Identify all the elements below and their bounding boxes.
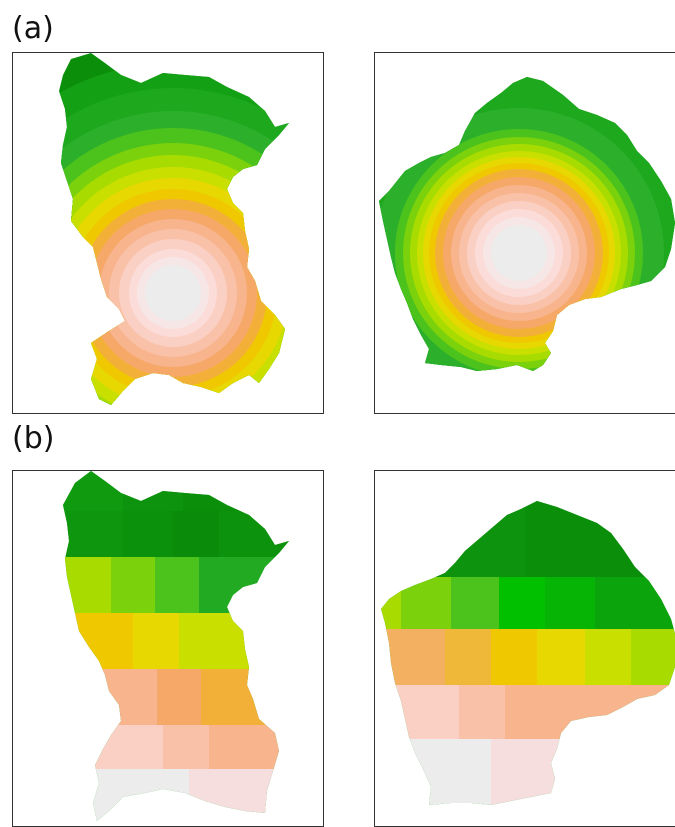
map-panel-b-right	[374, 470, 675, 827]
grid-map-b-left	[63, 471, 289, 821]
panel-label-b: (b)	[12, 421, 55, 456]
map-panel-a-right	[374, 52, 675, 414]
panel-label-a: (a)	[12, 11, 54, 46]
grid-map-b-right	[381, 501, 675, 805]
radial-map-a-left	[59, 53, 289, 405]
map-panel-a-left	[12, 52, 324, 414]
map-panel-b-left	[12, 470, 324, 827]
radial-map-a-right	[379, 77, 675, 371]
